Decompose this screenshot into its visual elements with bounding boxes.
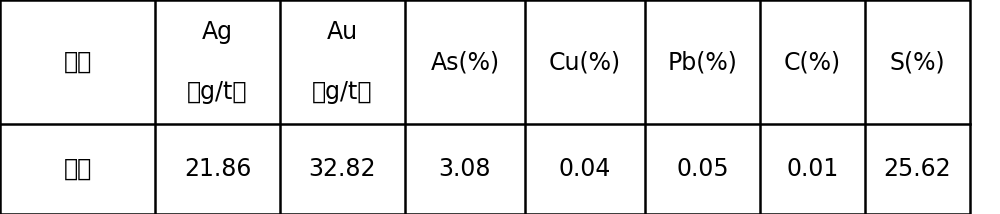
Text: 含量: 含量 [63, 157, 92, 181]
Text: 0.05: 0.05 [676, 157, 729, 181]
Text: Au: Au [327, 20, 358, 44]
Text: 25.62: 25.62 [884, 157, 951, 181]
Text: （g/t）: （g/t） [187, 80, 248, 104]
Text: S(%): S(%) [890, 50, 945, 74]
Text: 0.04: 0.04 [559, 157, 611, 181]
Text: Cu(%): Cu(%) [549, 50, 621, 74]
Text: 32.82: 32.82 [309, 157, 376, 181]
Text: Pb(%): Pb(%) [668, 50, 737, 74]
Text: 0.01: 0.01 [786, 157, 839, 181]
Text: As(%): As(%) [430, 50, 500, 74]
Text: Ag: Ag [202, 20, 233, 44]
Text: 成分: 成分 [63, 50, 92, 74]
Text: （g/t）: （g/t） [312, 80, 373, 104]
Text: C(%): C(%) [784, 50, 841, 74]
Text: 21.86: 21.86 [184, 157, 251, 181]
Text: 3.08: 3.08 [439, 157, 491, 181]
